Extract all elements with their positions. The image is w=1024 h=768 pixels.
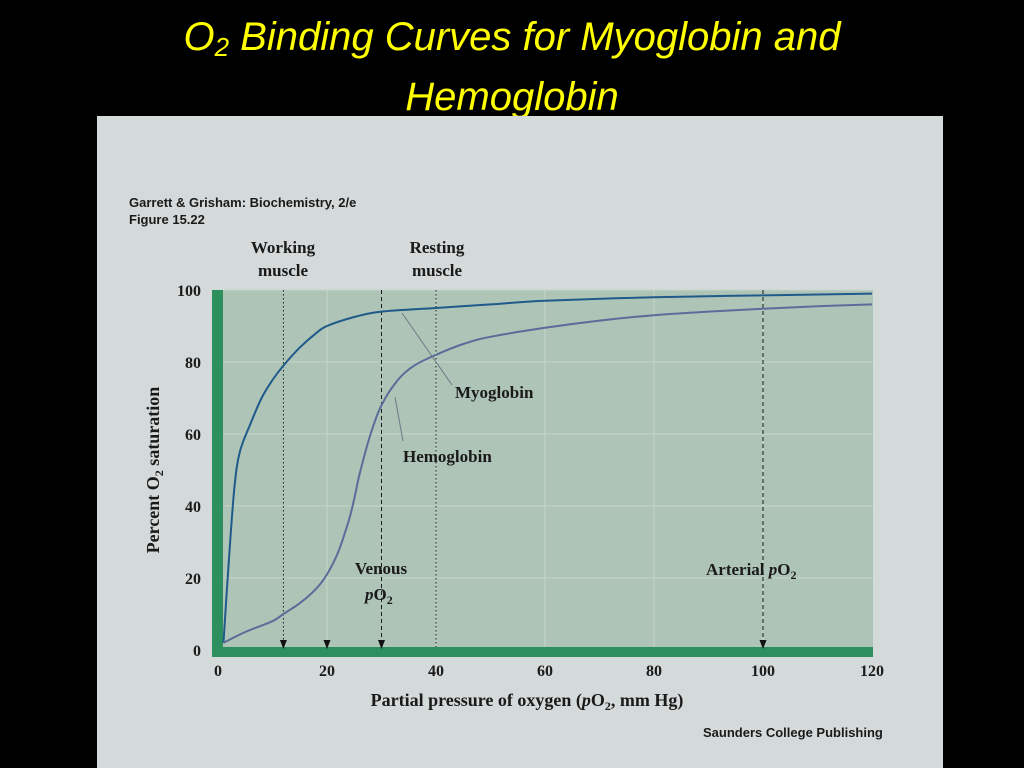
- venous-po2-label: pO2: [363, 585, 393, 607]
- arterial-p: p: [767, 560, 778, 579]
- working-muscle-label-line2: muscle: [258, 261, 309, 280]
- slide-title-line1: O2 Binding Curves for Myoglobin and: [0, 12, 1024, 72]
- x-tick-labels: 0 20 40 60 80 100 120: [214, 663, 884, 680]
- y-tick-labels: 0 20 40 60 80 100: [177, 283, 201, 660]
- x-label-o: O: [591, 690, 605, 710]
- curves: [222, 292, 873, 644]
- x-tick-40: 40: [428, 663, 444, 680]
- y-tick-80: 80: [185, 355, 201, 372]
- hemoglobin-label: Hemoglobin: [403, 447, 492, 466]
- resting-muscle-label-line2: muscle: [412, 261, 463, 280]
- binding-curve-chart: 0 20 40 60 80 100 0 20 40 60 80 100 120 Working mus…: [143, 238, 884, 713]
- working-muscle-label-line1: Working: [251, 238, 316, 257]
- title-subscript: 2: [214, 32, 230, 62]
- axis-arrow-20: [323, 640, 331, 649]
- x-tick-0: 0: [214, 663, 222, 680]
- arterial-o: O: [777, 560, 790, 579]
- reference-lines: [282, 290, 764, 647]
- x-label-suffix: , mm Hg): [611, 690, 683, 711]
- y-label-suffix: saturation: [143, 387, 163, 471]
- x-label-subscript: 2: [605, 699, 611, 713]
- axis-arrow-30: [378, 640, 385, 649]
- y-tick-60: 60: [185, 427, 201, 444]
- source-citation: Garrett & Grisham: Biochemistry, 2/e Fig…: [129, 194, 356, 228]
- x-tick-60: 60: [537, 663, 553, 680]
- axis-arrow-12: [279, 640, 287, 649]
- curve-myoglobin: [222, 292, 873, 643]
- slide-title-line2: Hemoglobin: [405, 75, 619, 119]
- x-label-prefix: Partial pressure of oxygen (: [371, 690, 582, 711]
- y-tick-40: 40: [185, 499, 201, 516]
- myoglobin-label: Myoglobin: [455, 383, 534, 402]
- x-tick-20: 20: [319, 663, 335, 680]
- x-label-p: p: [580, 690, 591, 710]
- resting-muscle-label-line1: Resting: [410, 238, 465, 257]
- publisher-credit: Saunders College Publishing: [703, 725, 883, 740]
- x-axis-label: Partial pressure of oxygen (pO2, mm Hg): [371, 690, 684, 713]
- arterial-po2-label: Arterial pO2: [706, 560, 797, 582]
- y-label-subscript: 2: [152, 470, 166, 476]
- y-label-prefix: Percent O: [143, 476, 163, 553]
- axis-arrow-100: [759, 640, 767, 649]
- venous-o: O: [374, 585, 387, 604]
- y-axis-label: Percent O2 saturation: [143, 387, 166, 554]
- axis-arrows: [279, 640, 767, 649]
- hemoglobin-leader-line: [394, 396, 404, 442]
- y-tick-0: 0: [193, 643, 201, 660]
- y-tick-100: 100: [177, 283, 201, 300]
- title-o: O: [183, 15, 215, 59]
- x-tick-80: 80: [646, 663, 662, 680]
- x-tick-100: 100: [751, 663, 775, 680]
- venous-subscript: 2: [387, 593, 393, 607]
- grid: [223, 289, 873, 647]
- slide-title: O2 Binding Curves for Myoglobin and Hemo…: [0, 12, 1024, 122]
- venous-label-line1: Venous: [355, 559, 408, 578]
- arterial-subscript: 2: [791, 568, 797, 582]
- x-tick-120: 120: [860, 663, 884, 680]
- myoglobin-leader-line: [401, 312, 453, 386]
- title-rest: Binding Curves for Myoglobin and: [229, 15, 841, 59]
- figure-panel: Garrett & Grisham: Biochemistry, 2/e Fig…: [97, 116, 943, 768]
- arterial-word: Arterial: [706, 560, 769, 579]
- venous-p: p: [363, 585, 374, 604]
- curve-hemoglobin: [223, 303, 873, 644]
- source-line2: Figure 15.22: [129, 212, 205, 227]
- y-tick-20: 20: [185, 571, 201, 588]
- source-line1: Garrett & Grisham: Biochemistry, 2/e: [129, 195, 357, 210]
- plot-area: [212, 290, 873, 656]
- y-axis-band: [212, 290, 223, 656]
- x-axis-band: [212, 647, 873, 657]
